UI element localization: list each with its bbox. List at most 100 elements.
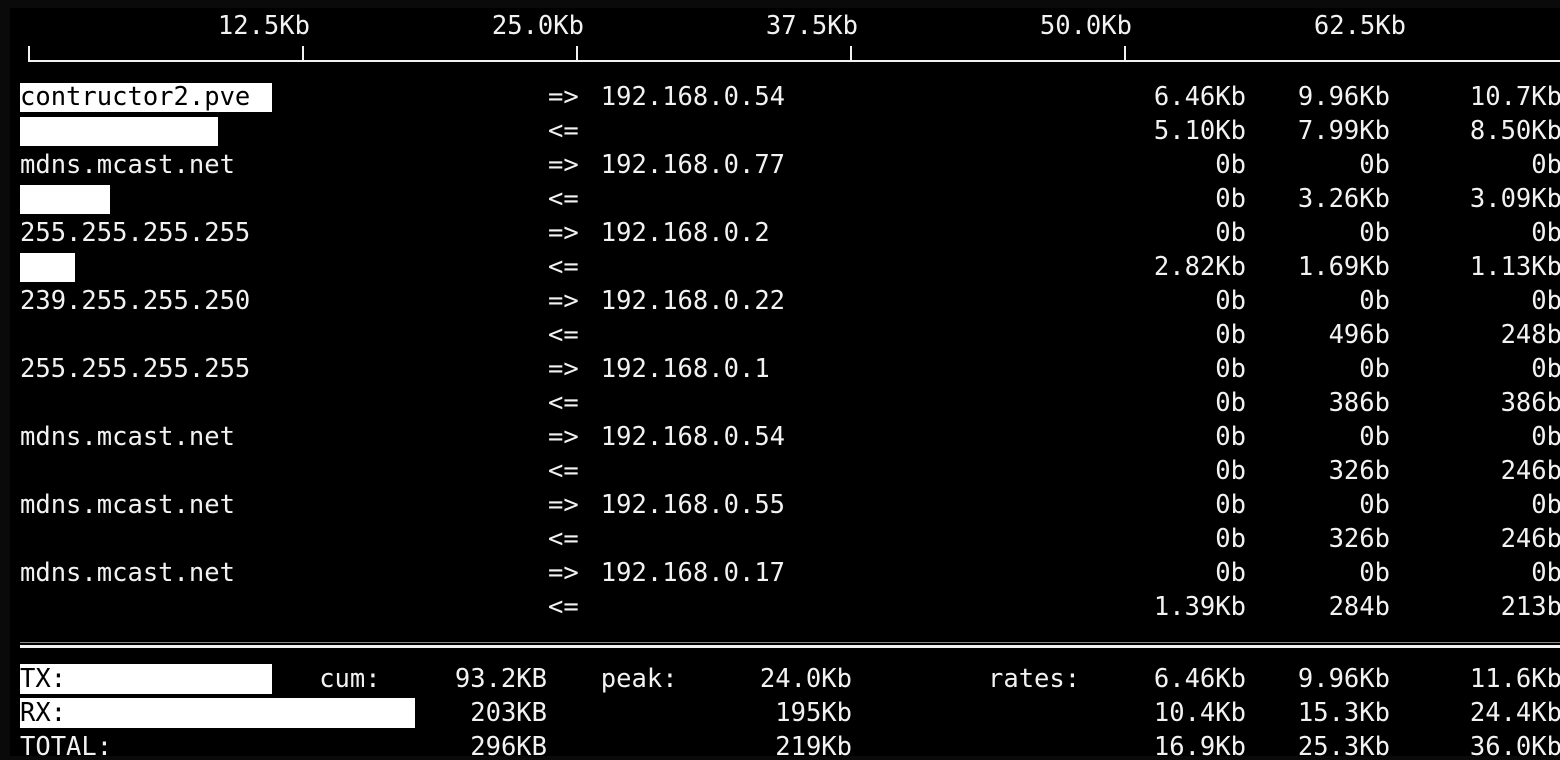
direction-out-icon: => [548,286,579,316]
scale-label-0: 12.5Kb [217,11,310,41]
cum-value: 93.2KB [454,664,547,694]
connection-row[interactable]: mdns.mcast.net => 192.168.0.17 0b 0b 0b [10,556,1560,590]
peer-address: 192.168.0.22 [600,286,786,316]
rate-value: 9.96Kb [1297,82,1390,112]
rate-value: 0b [1531,286,1560,316]
connection-row[interactable]: <= 0b 326b 246b [10,522,1560,556]
cum-value: 203KB [470,698,547,728]
rate-value: 0b [1531,150,1560,180]
scale-label-2: 37.5Kb [765,11,858,41]
connection-row[interactable]: <= 0b 3.26Kb 3.09Kb [10,182,1560,216]
peer-address: 192.168.0.77 [600,150,786,180]
host-name: mdns.mcast.net [20,150,235,180]
rate-value: 246b [1500,456,1560,486]
rate-value: 8.50Kb [1469,116,1560,146]
host-name: mdns.mcast.net [20,490,235,520]
connection-row[interactable]: mdns.mcast.net => 192.168.0.55 0b 0b 0b [10,488,1560,522]
host-name-inverted: contructor2.pve [20,82,251,112]
peer-address: 192.168.0.1 [600,354,770,384]
summary-rate-value: 16.9Kb [1153,732,1246,760]
rate-value: 0b [1359,422,1390,452]
peer-address: 192.168.0.54 [600,82,786,112]
direction-out-icon: => [548,218,579,248]
rate-value: 213b [1500,592,1560,622]
connection-row[interactable]: <= 0b 326b 246b [10,454,1560,488]
rate-value: 386b [1328,388,1390,418]
connection-row[interactable]: 255.255.255.255 => 192.168.0.1 0b 0b 0b [10,352,1560,386]
summary-rate-value: 25.3Kb [1297,732,1390,760]
rate-value: 0b [1215,286,1246,316]
summary-row-total: TOTAL: 296KB 219Kb 16.9Kb 25.3Kb 36.0Kb [10,730,1560,760]
tx-total-bar [20,664,272,694]
host-name: mdns.mcast.net [20,558,235,588]
host-name: mdns.mcast.net [20,422,235,452]
scale-label-3: 50.0Kb [1039,11,1132,41]
summary-rate-value: 10.4Kb [1153,698,1246,728]
rate-value: 0b [1215,388,1246,418]
summary-rate-value: 9.96Kb [1297,664,1390,694]
rx-bandwidth-bar [20,185,110,214]
rate-value: 0b [1531,558,1560,588]
summary-label: RX: [20,698,67,728]
rate-value: 326b [1328,456,1390,486]
summary-row-rx: RX: RX: 203KB 195Kb 10.4Kb 15.3Kb 24.4Kb [10,696,1560,730]
rate-value: 0b [1215,490,1246,520]
rate-value: 0b [1215,558,1246,588]
direction-out-icon: => [548,82,579,112]
rate-value: 326b [1328,524,1390,554]
peak-value: 219Kb [775,732,852,760]
rate-value: 0b [1531,218,1560,248]
peer-address: 192.168.0.54 [600,422,786,452]
rate-value: 1.39Kb [1153,592,1246,622]
rate-value: 0b [1359,354,1390,384]
connection-row[interactable]: <= 0b 386b 386b [10,386,1560,420]
rate-value: 6.46Kb [1153,82,1246,112]
host-name: contructor2.pve [20,82,251,112]
rate-value: 1.69Kb [1297,252,1390,282]
rate-value: 2.82Kb [1153,252,1246,282]
connection-row[interactable]: mdns.mcast.net => 192.168.0.77 0b 0b 0b [10,148,1560,182]
scale-tick-1 [576,46,578,62]
connection-row[interactable]: 239.255.255.250 => 192.168.0.22 0b 0b 0b [10,284,1560,318]
connection-list: contructor2.pve contructor2.pve => 192.168.… [10,80,1560,636]
scale-tick-3 [1124,46,1126,62]
connection-row[interactable]: <= 2.82Kb 1.69Kb 1.13Kb [10,250,1560,284]
connection-row[interactable]: 255.255.255.255 => 192.168.0.2 0b 0b 0b [10,216,1560,250]
summary-rate-value: 15.3Kb [1297,698,1390,728]
connection-row[interactable]: <= 1.39Kb 284b 213b [10,590,1560,624]
rate-value: 3.26Kb [1297,184,1390,214]
rx-total-bar [20,698,415,728]
scale-baseline [28,60,1560,62]
rate-value: 7.99Kb [1297,116,1390,146]
peak-value: 195Kb [775,698,852,728]
direction-in-icon: <= [548,116,579,146]
direction-in-icon: <= [548,456,579,486]
rate-value: 0b [1531,422,1560,452]
rate-value: 0b [1215,422,1246,452]
connection-row[interactable]: <= 5.10Kb 7.99Kb 8.50Kb [10,114,1560,148]
scale-tick-origin [28,46,30,62]
scale-labels: 12.5Kb 25.0Kb 37.5Kb 50.0Kb 62.5Kb [10,8,1560,42]
summary-rate-value: 36.0Kb [1469,732,1560,760]
connection-row[interactable]: <= 0b 496b 248b [10,318,1560,352]
rate-value: 0b [1215,218,1246,248]
summary-rate-value: 11.6Kb [1469,664,1560,694]
summary-row-tx: TX: TX: cum: peak: rates: 93.2KB 24.0Kb 6.46Kb 9… [10,662,1560,696]
summary-label-inverted: RX: [20,698,67,728]
rate-value: 0b [1359,490,1390,520]
footer-separator [20,645,1560,648]
direction-out-icon: => [548,150,579,180]
direction-in-icon: <= [548,252,579,282]
connection-row[interactable]: mdns.mcast.net => 192.168.0.54 0b 0b 0b [10,420,1560,454]
connection-row[interactable]: contructor2.pve contructor2.pve => 192.168.… [10,80,1560,114]
rate-value: 0b [1215,150,1246,180]
scale-tick-0 [302,46,304,62]
summary-label: TOTAL: [20,732,113,760]
peer-address: 192.168.0.2 [600,218,770,248]
rate-value: 0b [1215,354,1246,384]
rate-value: 0b [1215,456,1246,486]
rate-value: 0b [1215,320,1246,350]
summary-footer: TX: TX: cum: peak: rates: 93.2KB 24.0Kb 6.46Kb 9… [10,662,1560,760]
direction-in-icon: <= [548,592,579,622]
